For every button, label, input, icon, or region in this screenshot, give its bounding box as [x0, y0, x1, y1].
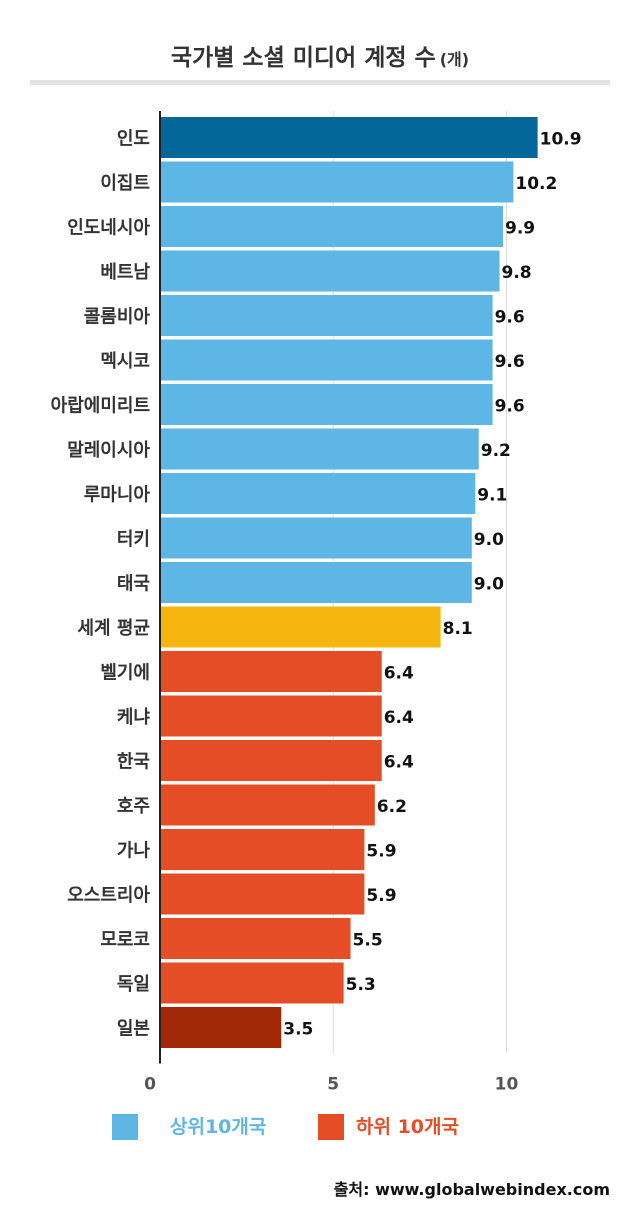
category-label: 콜롬비아 [84, 307, 151, 328]
category-label: 세계 평균 [77, 618, 150, 639]
bar [160, 428, 479, 470]
data-label: 9.6 [495, 308, 525, 328]
category-label: 이집트 [100, 173, 150, 194]
bar [160, 206, 503, 247]
bar [160, 339, 493, 381]
data-label: 6.4 [384, 664, 414, 684]
data-label: 9.6 [495, 397, 525, 417]
category-label: 오스트리아 [67, 885, 150, 906]
category-label: 독일 [117, 974, 150, 995]
category-label: 가나 [117, 841, 151, 862]
legend-swatch-top [112, 1114, 138, 1140]
data-label: 9.2 [481, 441, 511, 461]
bar [160, 250, 500, 292]
bar [160, 117, 538, 158]
category-label: 인도네시아 [67, 218, 150, 239]
category-label: 벨기에 [100, 663, 150, 684]
category-label: 인도 [117, 129, 150, 150]
data-label: 9.9 [505, 219, 535, 239]
category-label: 태국 [117, 574, 150, 595]
data-label: 9.0 [474, 575, 504, 595]
chart-legend: 상위10개국 하위 10개국 [0, 1110, 640, 1146]
data-label: 10.9 [540, 130, 582, 150]
bar [160, 606, 441, 648]
category-label: 아랍에미리트 [51, 396, 150, 417]
category-label: 멕시코 [100, 351, 150, 372]
data-label: 5.3 [346, 975, 376, 995]
category-label: 루마니아 [84, 485, 151, 506]
legend-label-top: 상위10개국 [170, 1116, 267, 1138]
data-label: 6.4 [384, 708, 414, 728]
category-label: 케냐 [117, 707, 151, 728]
data-label: 9.6 [495, 352, 525, 372]
bar [160, 873, 365, 915]
bar [160, 1007, 282, 1048]
source-credit: 출처: www.globalwebindex.com [333, 1180, 610, 1199]
data-label: 9.0 [474, 530, 504, 550]
bar [160, 161, 514, 203]
bar [160, 295, 493, 336]
data-label: 6.4 [384, 753, 414, 773]
data-label: 10.2 [515, 174, 557, 194]
bar [160, 517, 472, 559]
category-label: 모로코 [100, 930, 150, 951]
data-label: 5.9 [366, 886, 396, 906]
bar [160, 740, 382, 781]
data-label: 9.1 [477, 486, 507, 506]
bar-chart: 인도 10.9 이집트 10.2 인도네시아 9.9 베트남 9.8 콜롬비아 9.6 멕시코 9.6… [51, 111, 582, 1095]
category-label: 일본 [117, 1019, 150, 1040]
category-label: 베트남 [100, 262, 150, 283]
data-label: 5.5 [353, 931, 383, 951]
data-label: 6.2 [377, 797, 407, 817]
bar [160, 384, 493, 425]
chart-title-unit: (개) [439, 50, 470, 69]
title-divider [30, 80, 610, 85]
bar [160, 918, 351, 959]
bar [160, 829, 365, 870]
category-label: 말레이시아 [67, 440, 150, 461]
bar [160, 651, 382, 692]
data-label: 8.1 [443, 619, 473, 639]
bar [160, 695, 382, 737]
chart-title: 국가별 소셜 미디어 계정 수 (개) [0, 38, 640, 72]
x-tick-label: 5 [327, 1075, 339, 1095]
legend-swatch-bottom [318, 1114, 344, 1140]
category-label: 한국 [117, 752, 150, 773]
chart-title-text: 국가별 소셜 미디어 계정 수 [170, 45, 436, 71]
bar [160, 962, 344, 1004]
category-label: 호주 [117, 796, 150, 817]
x-tick-label: 0 [144, 1075, 156, 1095]
bar [160, 562, 472, 603]
bar [160, 784, 375, 826]
x-tick-label: 10 [495, 1075, 519, 1095]
data-label: 9.8 [502, 263, 532, 283]
legend-label-bottom: 하위 10개국 [356, 1116, 459, 1138]
data-label: 5.9 [366, 842, 396, 862]
bar [160, 473, 476, 514]
data-label: 3.5 [283, 1020, 313, 1040]
category-label: 터키 [117, 529, 150, 550]
